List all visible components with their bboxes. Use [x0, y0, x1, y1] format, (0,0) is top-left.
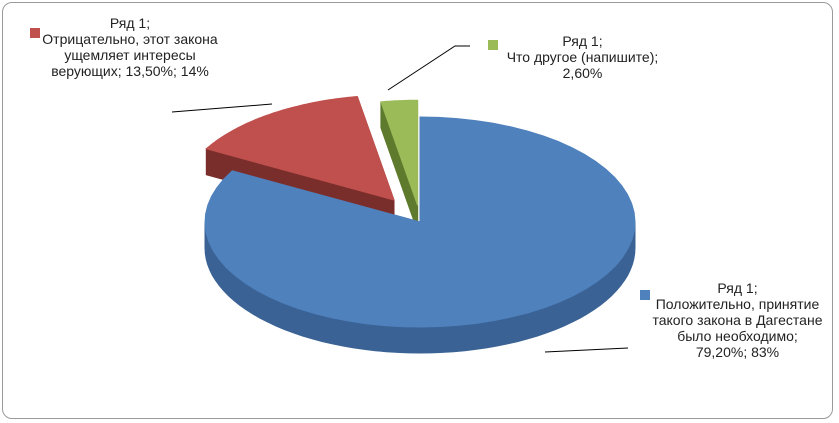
- label-line: Ряд 1;: [650, 280, 825, 296]
- data-label: Ряд 1; Положительно, принятие такого зако…: [650, 280, 825, 360]
- label-line: Ряд 1;: [40, 15, 220, 31]
- percent-label: 83%: [751, 344, 780, 360]
- separator: ;: [793, 328, 798, 344]
- slice: [204, 116, 636, 328]
- separator: ;: [117, 63, 122, 79]
- separator: ;: [598, 33, 603, 49]
- data-label: Ряд 1; Отрицательно, этот закона ущемляет…: [40, 15, 220, 79]
- series-name: Ряд 1: [109, 15, 147, 31]
- separator: ;: [753, 280, 758, 296]
- category: Что другое (напишите): [506, 49, 655, 65]
- series-name: Ряд 1: [562, 33, 599, 49]
- leader-line: [171, 103, 273, 113]
- separator: ;: [654, 49, 659, 65]
- separator: ;: [173, 63, 177, 79]
- legend-swatch: [488, 40, 498, 50]
- category: Отрицательно, этот закона ущемляет интер…: [42, 31, 218, 79]
- percent-label: 14%: [180, 63, 209, 79]
- data-label: Ряд 1; Что другое (напишите); 2,60%: [500, 33, 665, 81]
- slice: [205, 95, 395, 201]
- chart-frame: [2, 2, 833, 419]
- value-label: 79,20%: [695, 344, 744, 360]
- leader-line: [387, 45, 470, 91]
- value-label: 2,60%: [562, 65, 603, 81]
- slice: [380, 99, 419, 206]
- category: Положительно, принятие такого закона в Д…: [652, 296, 823, 344]
- series-name: Ряд 1: [717, 280, 754, 296]
- label-line: Ряд 1;: [500, 33, 665, 49]
- leader-line: [544, 347, 629, 353]
- separator: ;: [743, 344, 748, 360]
- value-label: 13,50%: [125, 63, 173, 79]
- legend-swatch: [30, 28, 40, 38]
- legend-swatch: [640, 290, 650, 300]
- separator: ;: [146, 15, 151, 31]
